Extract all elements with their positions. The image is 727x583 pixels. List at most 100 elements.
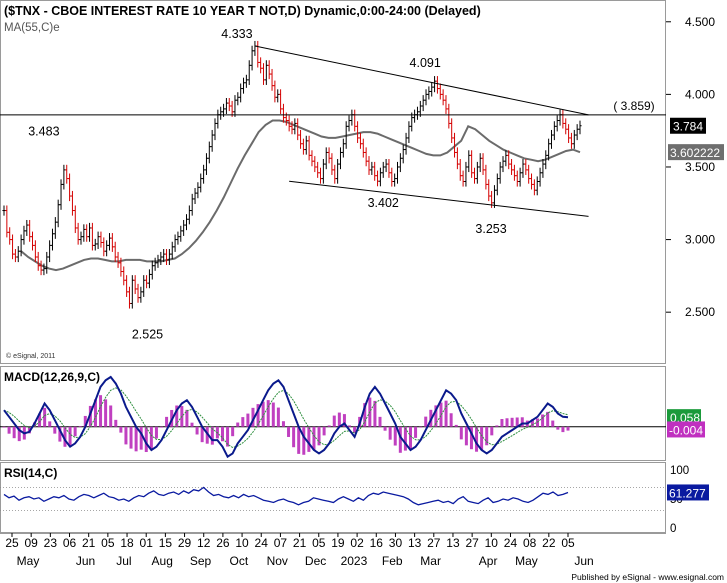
macd-histogram-bar bbox=[419, 426, 423, 428]
macd-histogram-bar bbox=[48, 421, 52, 427]
macd-histogram-bar bbox=[434, 405, 438, 427]
macd-histogram-bar bbox=[7, 426, 11, 434]
macd-histogram-bar bbox=[464, 426, 468, 446]
macd-histogram-bar bbox=[251, 407, 255, 427]
price-tick-label: 3.000 bbox=[685, 233, 715, 247]
date-month-label: Dec bbox=[305, 554, 326, 568]
macd-label: MACD(12,26,9,C) bbox=[4, 370, 100, 384]
macd-histogram-bar bbox=[475, 426, 479, 452]
macd-histogram-bar bbox=[200, 426, 204, 443]
macd-histogram-bar bbox=[536, 418, 540, 427]
macd-histogram-bar bbox=[88, 405, 92, 427]
macd-histogram-bar bbox=[276, 407, 280, 427]
date-day-label: 07 bbox=[274, 536, 288, 550]
trendline-lower bbox=[289, 180, 589, 217]
macd-histogram-bar bbox=[551, 420, 555, 427]
macd-histogram-bar bbox=[383, 426, 387, 431]
date-day-label: 10 bbox=[485, 536, 499, 550]
macd-histogram-bar bbox=[566, 426, 570, 431]
date-day-label: 05 bbox=[101, 536, 115, 550]
macd-histogram-bar bbox=[281, 421, 285, 427]
rsi-tick-label: 100 bbox=[670, 465, 689, 477]
macd-histogram-bar bbox=[485, 426, 489, 446]
macd-histogram-bar bbox=[556, 426, 560, 430]
macd-histogram-bar bbox=[144, 426, 148, 453]
date-day-label: 23 bbox=[44, 536, 58, 550]
macd-histogram-bar bbox=[403, 426, 407, 451]
macd-histogram-bar bbox=[266, 400, 270, 427]
date-month-label: Jun bbox=[574, 554, 593, 568]
macd-histogram-bar bbox=[124, 426, 128, 445]
macd-histogram-bar bbox=[510, 417, 514, 427]
date-day-label: 26 bbox=[216, 536, 230, 550]
date-day-label: 22 bbox=[542, 536, 556, 550]
macd-histogram-bar bbox=[292, 426, 296, 448]
date-axis-band bbox=[0, 533, 727, 573]
macd-histogram-bar bbox=[378, 416, 382, 427]
macd-histogram-bar bbox=[297, 426, 301, 454]
price-tick-label: 2.500 bbox=[685, 305, 715, 319]
macd-histogram-bar bbox=[73, 426, 77, 437]
horizontal-level-label: ( 3.859) bbox=[613, 99, 654, 113]
macd-histogram-bar bbox=[271, 402, 275, 427]
date-day-label: 13 bbox=[446, 536, 460, 550]
last-ma-box bbox=[668, 144, 724, 161]
date-month-label: Oct bbox=[230, 554, 249, 568]
macd-histogram-bar bbox=[302, 426, 306, 455]
date-day-label: 24 bbox=[504, 536, 518, 550]
macd-histogram-bar bbox=[449, 413, 453, 427]
date-month-label: Nov bbox=[267, 554, 288, 568]
last-ma-value: 3.602222 bbox=[670, 146, 720, 160]
date-month-label: Aug bbox=[152, 554, 173, 568]
ma-line bbox=[20, 119, 581, 272]
macd-histogram-bar bbox=[63, 426, 67, 447]
published-text: Published by eSignal - www.esignal.com bbox=[571, 572, 724, 582]
macd-histogram-bar bbox=[2, 426, 6, 428]
peak-annotation: 3.483 bbox=[28, 124, 59, 138]
date-day-label: 01 bbox=[140, 536, 154, 550]
ma-label: MA(55,C)e bbox=[4, 22, 60, 34]
last-price-value: 3.784 bbox=[673, 120, 703, 134]
macd-histogram-bar bbox=[134, 426, 138, 452]
date-day-label: 27 bbox=[427, 536, 441, 550]
macd-histogram-bar bbox=[444, 400, 448, 427]
macd-histogram-bar bbox=[261, 401, 265, 427]
macd-histogram-bar bbox=[246, 413, 250, 427]
macd-histogram-bar bbox=[530, 419, 534, 427]
date-day-label: 06 bbox=[63, 536, 77, 550]
date-month-label: Jun bbox=[76, 554, 95, 568]
macd-histogram-bar bbox=[342, 414, 346, 427]
macd-histogram-bar bbox=[220, 426, 224, 442]
macd-histogram-bar bbox=[17, 426, 21, 442]
macd-histogram-bar bbox=[388, 426, 392, 440]
macd-histogram-bar bbox=[414, 426, 418, 438]
date-day-label: 24 bbox=[255, 536, 269, 550]
macd-histogram-bar bbox=[154, 426, 158, 439]
date-day-label: 27 bbox=[465, 536, 479, 550]
macd-histogram-bar bbox=[454, 424, 458, 427]
price-panel-frame bbox=[0, 0, 666, 364]
macd-histogram-bar bbox=[459, 426, 463, 440]
peak-annotation: 2.525 bbox=[132, 328, 163, 342]
macd-histogram-bar bbox=[439, 402, 443, 427]
macd-histogram-bar bbox=[546, 411, 550, 427]
macd-histogram-bar bbox=[241, 417, 245, 427]
macd-histogram-bar bbox=[68, 426, 72, 447]
rsi-value-box bbox=[667, 484, 709, 501]
date-day-label: 25 bbox=[5, 536, 19, 550]
date-day-label: 15 bbox=[159, 536, 173, 550]
macd-histogram-bar bbox=[210, 426, 214, 445]
macd-histogram-bar bbox=[363, 403, 367, 427]
macd-histogram-bar bbox=[317, 426, 321, 446]
date-month-label: Feb bbox=[382, 554, 403, 568]
date-month-label: Jul bbox=[116, 554, 131, 568]
macd-histogram-bar bbox=[520, 417, 524, 427]
macd-histogram-bar bbox=[160, 426, 164, 428]
macd-histogram-bar bbox=[505, 418, 509, 427]
trendline-upper bbox=[254, 45, 589, 116]
date-month-label: Apr bbox=[479, 554, 498, 568]
macd-histogram-bar bbox=[226, 426, 230, 447]
macd-histogram-bar bbox=[129, 426, 133, 449]
macd-histogram-bar bbox=[43, 407, 47, 427]
macd-histogram-bar bbox=[398, 426, 402, 453]
